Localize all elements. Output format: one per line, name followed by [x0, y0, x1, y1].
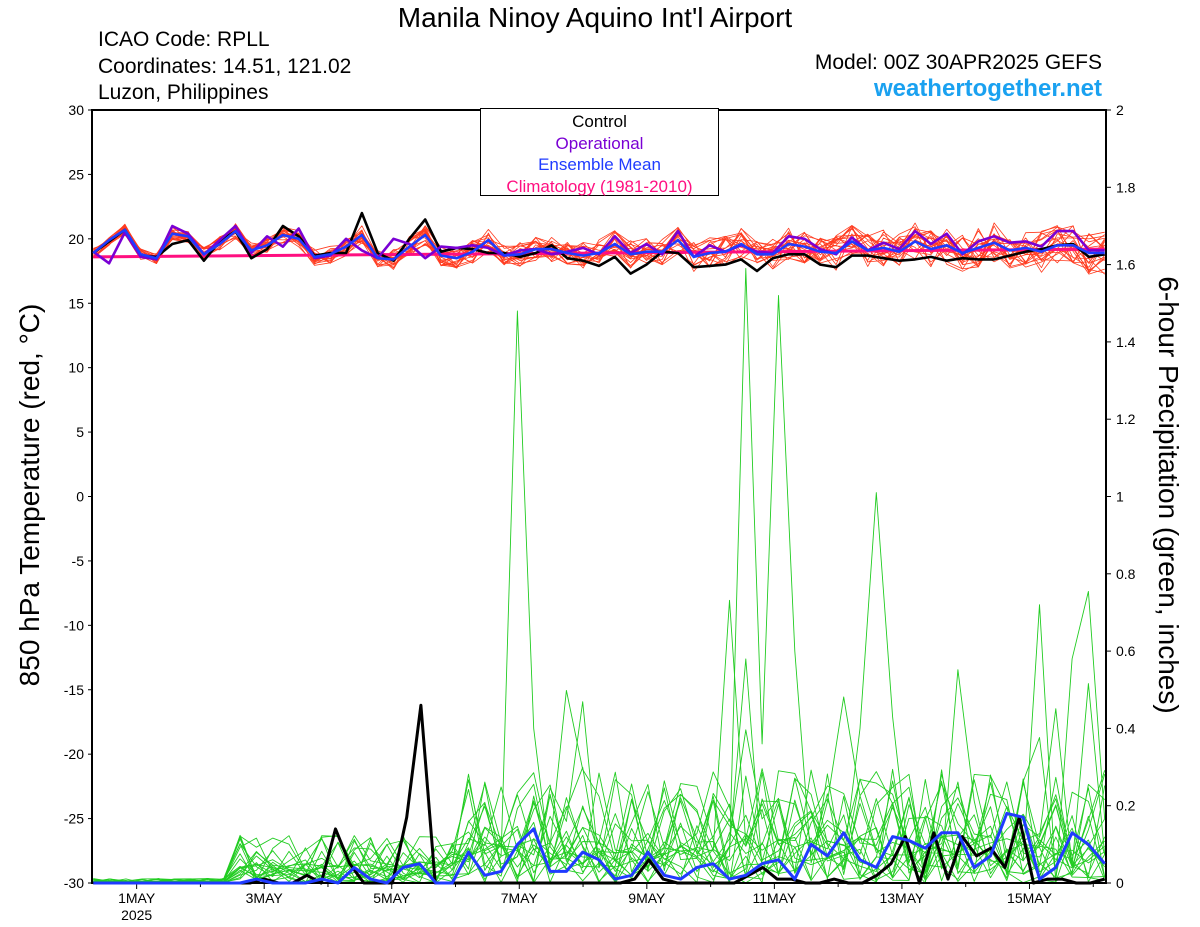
x-tick-sublabel: 2025 — [121, 907, 152, 923]
model-run: Model: 00Z 30APR2025 GEFS — [814, 51, 1102, 74]
x-tick-label: 11MAY — [752, 890, 796, 906]
left-tick-label: 5 — [76, 424, 84, 440]
left-tick-label: 10 — [68, 360, 84, 376]
right-tick-label: 2 — [1116, 102, 1124, 118]
control-temp-line — [92, 211, 1105, 275]
left-tick-label: -10 — [64, 617, 84, 633]
plot-frame — [91, 109, 1107, 884]
precip-member-line — [93, 708, 1106, 884]
right-tick-label: 1.6 — [1116, 257, 1136, 273]
x-tick-label: 5MAY — [373, 890, 411, 906]
icao-code: ICAO Code: RPLL — [98, 28, 270, 51]
left-tick-label: 25 — [68, 166, 84, 182]
precip-member-line — [93, 268, 1105, 884]
x-tick-label: 9MAY — [628, 890, 666, 906]
legend-ensemble-mean: Ensemble Mean — [538, 155, 661, 174]
legend-climatology: Climatology (1981-2010) — [506, 176, 693, 196]
precip-member-line — [93, 492, 1106, 884]
right-tick-label: 0 — [1116, 875, 1124, 891]
right-tick-label: 1.4 — [1116, 334, 1136, 350]
precip-member-line — [93, 729, 1105, 884]
x-tick-label: 7MAY — [501, 890, 539, 906]
left-tick-label: 15 — [68, 295, 84, 311]
site-link[interactable]: weathertogether.net — [873, 75, 1102, 102]
right-tick-label: 0.6 — [1116, 643, 1136, 659]
left-tick-label: -20 — [64, 746, 84, 762]
right-tick-label: 1.8 — [1116, 179, 1136, 195]
coordinates: Coordinates: 14.51, 121.02 — [98, 55, 352, 78]
left-tick-label: 20 — [68, 231, 84, 247]
mean-precip-line — [93, 811, 1106, 885]
right-tick-label: 1 — [1116, 489, 1124, 505]
precip-member-line — [93, 658, 1106, 884]
left-tick-label: 30 — [68, 102, 84, 118]
right-tick-label: 0.2 — [1116, 798, 1136, 814]
precip-member-line — [93, 773, 1106, 884]
x-tick-label: 1MAY — [118, 890, 156, 906]
right-tick-label: 0.8 — [1116, 566, 1136, 582]
right-axis-label: 6-hour Precipitation (green, inches) — [1153, 276, 1184, 714]
mean-temp-line — [92, 228, 1105, 261]
legend-operational: Operational — [555, 133, 644, 153]
right-tick-label: 0.4 — [1116, 720, 1136, 736]
left-axis-label: 850 hPa Temperature (red, °C) — [14, 303, 45, 687]
legend: Control Operational Ensemble Mean Climat… — [480, 108, 719, 196]
left-tick-label: -25 — [64, 811, 84, 827]
left-tick-label: -30 — [64, 875, 84, 891]
x-tick-label: 3MAY — [246, 890, 284, 906]
x-tick-label: 15MAY — [1007, 890, 1053, 906]
temp-member-line — [93, 223, 1105, 266]
precip-member-line — [93, 599, 1106, 884]
precip-member-line — [93, 768, 1106, 884]
chart-title: Manila Ninoy Aquino Int'l Airport — [397, 2, 793, 33]
legend-control: Control — [572, 112, 627, 131]
region: Luzon, Philippines — [98, 81, 269, 104]
x-tick-label: 13MAY — [879, 890, 925, 906]
left-tick-label: -5 — [72, 553, 85, 569]
precip-member-line — [93, 689, 1105, 884]
left-tick-label: -15 — [64, 682, 84, 698]
left-tick-label: 0 — [76, 489, 84, 505]
right-tick-label: 1.2 — [1116, 411, 1136, 427]
